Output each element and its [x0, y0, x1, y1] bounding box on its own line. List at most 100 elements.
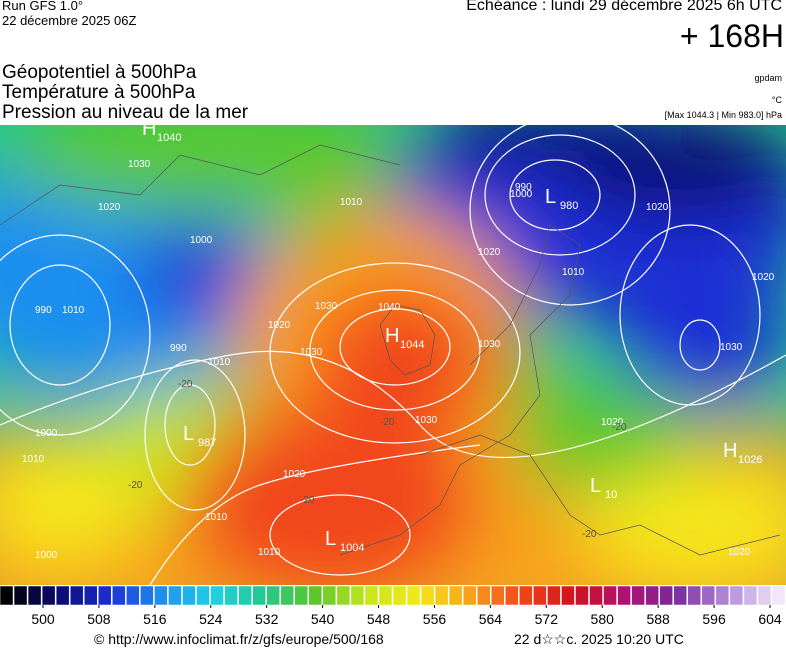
- field: Géopotentiel à 500hPa: [2, 62, 197, 83]
- color-swatch: [350, 585, 365, 606]
- colorbar-label: 516: [143, 611, 167, 627]
- coastlines: [0, 144, 781, 556]
- color-swatch: [392, 585, 407, 606]
- colorbar-label: 508: [87, 611, 111, 627]
- center-value: 987: [198, 437, 216, 449]
- color-swatch: [224, 585, 238, 606]
- isobar-label: 1020: [268, 320, 291, 331]
- color-swatch: [476, 585, 491, 606]
- center-type: H: [385, 325, 399, 347]
- generated: 22 d☆☆c. 2025 10:20 UTC: [514, 631, 684, 647]
- center-type: L: [183, 423, 194, 445]
- color-swatch: [154, 585, 168, 606]
- color-swatch: [519, 585, 533, 606]
- isobar-label: 1020: [601, 417, 624, 428]
- color-swatch: [98, 585, 112, 606]
- isobar-label: 1010: [562, 267, 585, 278]
- isobar-label: 1010: [22, 454, 45, 465]
- color-swatch: [336, 585, 351, 606]
- colorbar-label: 532: [255, 611, 279, 627]
- color-swatch: [168, 585, 182, 606]
- isobar-label: 1010: [340, 197, 363, 208]
- temperature-label: -20: [380, 417, 395, 428]
- color-swatch: [701, 585, 716, 606]
- color-swatch: [434, 585, 449, 606]
- color-swatch: [603, 585, 617, 606]
- color-swatch: [673, 585, 688, 606]
- color-swatch: [448, 585, 463, 606]
- isobar-label: 1030: [128, 159, 151, 170]
- color-swatch: [0, 585, 14, 606]
- isobar-label: 1020: [752, 272, 775, 283]
- isobar-label: 1030: [415, 415, 438, 426]
- center-value: 1040: [157, 132, 181, 144]
- isobar-label: 1020: [98, 202, 121, 213]
- color-swatch: [294, 585, 309, 606]
- run: Run GFS 1.0°: [2, 0, 84, 13]
- temperature-label: -20: [300, 495, 315, 506]
- color-swatch: [462, 585, 477, 606]
- isobar-label: 1040: [378, 302, 401, 313]
- center-value: 980: [560, 200, 578, 212]
- center-type: L: [325, 528, 336, 550]
- isobar-label: 1020: [283, 469, 306, 480]
- color-swatch: [771, 585, 786, 606]
- color-swatch: [126, 585, 140, 606]
- center-type: H: [142, 125, 156, 140]
- color-swatch: [280, 585, 295, 606]
- color-swatch: [83, 585, 98, 606]
- temperature-label: -20: [612, 422, 627, 433]
- isobar-label: 990: [35, 305, 52, 316]
- isobar-label: 1000: [35, 550, 58, 561]
- color-swatch: [659, 585, 673, 606]
- color-swatch: [631, 585, 645, 606]
- center-value: 1044: [400, 339, 424, 351]
- colorbar-label: 580: [591, 611, 615, 627]
- color-swatch: [112, 585, 126, 606]
- color-swatch: [266, 585, 280, 606]
- color-swatch: [55, 585, 70, 606]
- valid-time: Echéance : lundi 29 décembre 2025 6h UTC: [466, 0, 782, 14]
- color-swatch: [505, 585, 519, 606]
- unit: gpdam: [754, 73, 782, 83]
- color-swatch: [757, 585, 772, 606]
- color-swatch: [69, 585, 84, 606]
- isobar-label: 1020: [478, 247, 501, 258]
- color-swatch: [364, 585, 379, 606]
- color-swatch: [322, 585, 337, 606]
- color-swatch: [210, 585, 224, 606]
- isobar-label: 1020: [646, 202, 669, 213]
- colorbar-label: 548: [367, 611, 391, 627]
- isobar-label: 1000: [190, 235, 213, 246]
- color-swatch: [533, 585, 547, 606]
- color-swatch: [27, 585, 42, 606]
- run-date: 22 décembre 2025 06Z: [2, 13, 137, 28]
- colorbar-label: 524: [199, 611, 223, 627]
- color-swatch: [575, 585, 589, 606]
- isobar-label: 1010: [205, 512, 228, 523]
- colorbar-label: 564: [479, 611, 503, 627]
- field: Pression au niveau de la mer: [2, 102, 249, 123]
- color-swatch: [491, 585, 505, 606]
- center-value: 1026: [738, 454, 762, 466]
- colorbar-label: 540: [311, 611, 335, 627]
- source: © http://www.infoclimat.fr/z/gfs/europe/…: [94, 631, 384, 647]
- color-swatch: [41, 585, 56, 606]
- isobar-label: 1030: [300, 347, 323, 358]
- center-value: 10: [605, 489, 617, 501]
- color-swatch: [140, 585, 154, 606]
- color-swatch: [406, 585, 421, 606]
- isobars: [0, 125, 786, 585]
- color-swatch: [687, 585, 702, 606]
- color-swatch: [729, 585, 744, 606]
- center-type: H: [723, 440, 737, 462]
- colorbar-label: 588: [646, 611, 670, 627]
- colorbar-label: 556: [423, 611, 447, 627]
- center-type: L: [545, 186, 556, 208]
- unit: °C: [771, 95, 782, 105]
- colorbar-label: 500: [31, 611, 55, 627]
- isobar-label: 990: [170, 343, 187, 354]
- lead-time: + 168H: [679, 18, 784, 54]
